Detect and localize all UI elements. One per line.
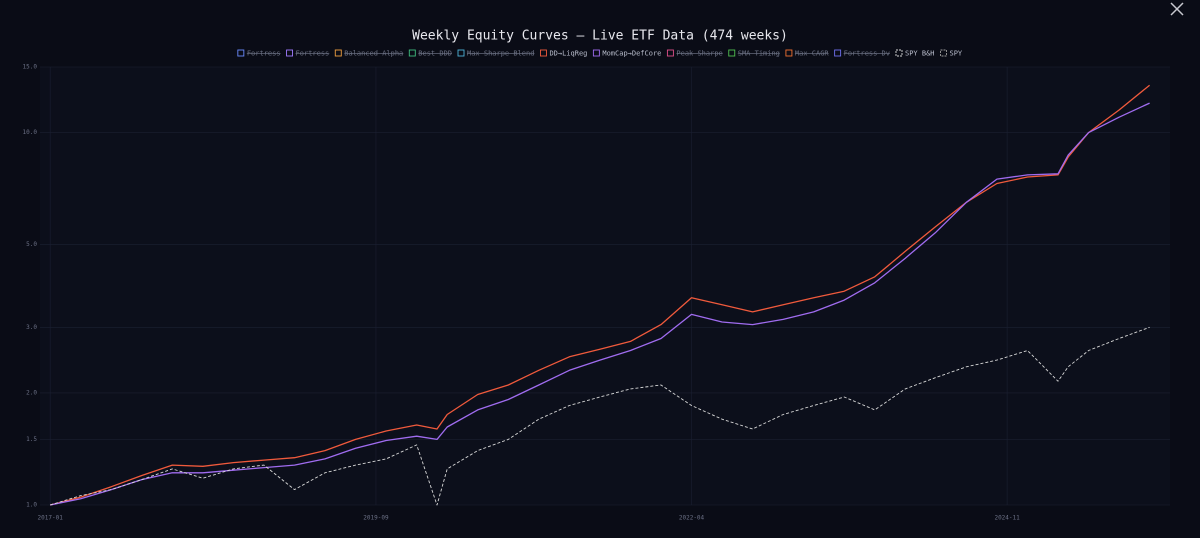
legend-swatch: [728, 49, 736, 57]
legend-label: Fortress: [296, 50, 330, 58]
legend-swatch: [334, 49, 342, 57]
legend-item: Max Sharpe Blend: [457, 49, 534, 58]
legend-swatch: [457, 49, 465, 57]
legend-label: SPY B&H: [905, 50, 935, 58]
legend-swatch: [834, 49, 842, 57]
x-tick-label: 2024-11: [994, 515, 1020, 522]
legend-swatch: [666, 49, 674, 57]
x-tick-label: 2019-09: [363, 515, 389, 522]
legend-swatch: [895, 49, 903, 57]
legend-item: Balanced Alpha: [334, 49, 403, 58]
y-tick-label: 5.0: [26, 241, 37, 248]
legend-label: SPY: [950, 50, 963, 58]
legend-swatch: [539, 49, 547, 57]
legend-label: Fortress Dv: [844, 50, 890, 58]
plot-area: [40, 67, 1170, 505]
y-tick-label: 3.0: [26, 324, 37, 331]
y-tick-label: 1.0: [26, 502, 37, 509]
series-line: [50, 102, 1150, 506]
legend-swatch: [408, 49, 416, 57]
legend-item: Fortress: [237, 49, 281, 58]
legend-item: Fortress Dv: [834, 49, 890, 58]
legend-item: Fortress: [286, 49, 330, 58]
legend-label: Max Sharpe Blend: [467, 50, 534, 58]
chart-title: Weekly Equity Curves — Live ETF Data (47…: [412, 29, 788, 44]
legend-item: MomCap→DefCore: [592, 49, 661, 58]
y-tick-label: 10.0: [23, 129, 38, 136]
series-line: [50, 84, 1151, 506]
legend-swatch: [286, 49, 294, 57]
legend-item: Best DDD: [408, 49, 452, 58]
legend-item: Peak Sharpe: [666, 49, 723, 58]
legend-label: Fortress: [247, 50, 281, 58]
close-button[interactable]: [1170, 2, 1184, 16]
legend-item: Max CAGR: [785, 49, 830, 58]
close-icon[interactable]: [1170, 2, 1184, 16]
legend-item: SMA Timing: [728, 49, 780, 58]
legend-label: SMA Timing: [738, 50, 780, 58]
series-line: [50, 326, 1150, 506]
legend-label: Peak Sharpe: [676, 50, 722, 58]
x-tick-label: 2017-01: [38, 515, 64, 522]
y-tick-label: 2.0: [26, 389, 37, 396]
legend-item: SPY B&H: [895, 49, 935, 58]
legend-swatch: [940, 49, 947, 57]
y-tick-label: 1.5: [26, 436, 37, 443]
legend-label: MomCap→DefCore: [602, 50, 661, 58]
legend-label: Best DDD: [418, 50, 452, 58]
legend-item: DD→LiqReg: [539, 49, 587, 58]
y-tick-label: 15.0: [23, 64, 38, 71]
legend-swatch: [237, 49, 245, 57]
legend: Fortress Fortress Balanced Alpha Best DDD Ma…: [237, 49, 963, 58]
legend-swatch: [785, 49, 793, 57]
legend-item: SPY: [940, 49, 963, 58]
legend-label: DD→LiqReg: [549, 50, 587, 58]
legend-label: Balanced Alpha: [344, 50, 403, 58]
x-tick-label: 2022-04: [679, 515, 705, 522]
legend-swatch: [592, 49, 600, 57]
legend-label: Max CAGR: [795, 50, 830, 58]
